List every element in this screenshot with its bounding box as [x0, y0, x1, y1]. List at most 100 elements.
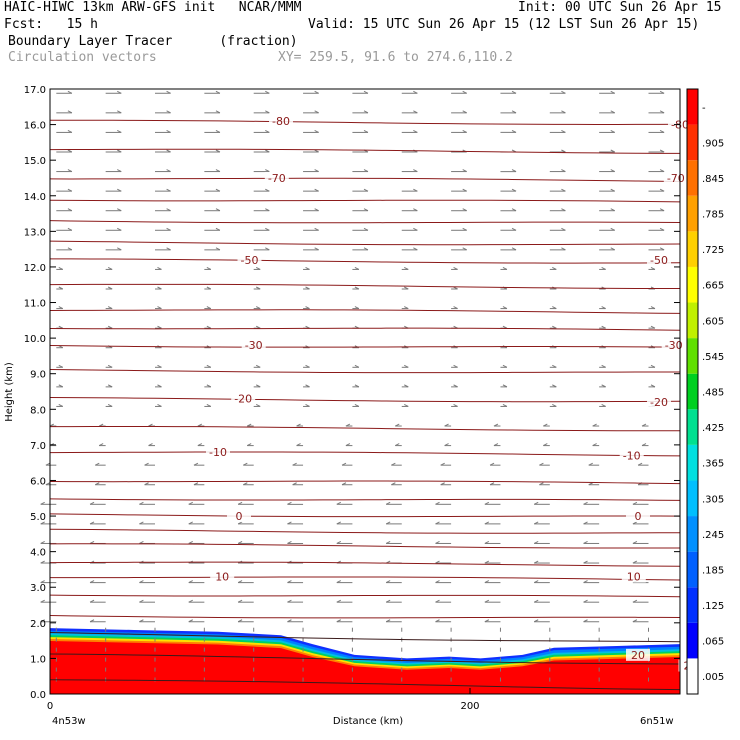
vector-head [166, 169, 171, 173]
vector-head [314, 208, 319, 212]
colorbar-swatch [687, 231, 698, 267]
vector-head [305, 325, 310, 329]
isotherm-line [49, 653, 681, 665]
vector-head [166, 110, 171, 114]
colorbar-swatch [687, 195, 698, 232]
vector-head [583, 619, 588, 623]
vector-head [610, 208, 615, 212]
colorbar-swatch [687, 338, 698, 374]
vector-head [117, 227, 122, 231]
vector-head [610, 227, 615, 231]
vector-head [314, 90, 319, 94]
vector-head [610, 169, 615, 173]
colorbar-label: .185 [702, 565, 724, 576]
colorbar-label: .605 [702, 316, 724, 327]
contour-label: -70 [268, 172, 286, 185]
vector-head [502, 403, 508, 407]
colorbar-label: .665 [702, 281, 724, 292]
y-tick-label: 13.0 [24, 227, 46, 238]
isotherm-line [49, 679, 681, 691]
vector-head [265, 90, 270, 94]
vector-head [89, 521, 95, 525]
vector-head [632, 560, 638, 564]
vector-head [413, 90, 418, 94]
vector-head [139, 619, 144, 623]
colorbar-swatch [687, 516, 698, 552]
vector-head [193, 462, 199, 466]
vector-head [632, 599, 638, 603]
vector-head [650, 364, 656, 368]
vector-head [444, 443, 449, 447]
contour-label-bg [626, 510, 650, 523]
vector-head [543, 423, 548, 427]
vector-head [305, 364, 310, 368]
contour-label-bg [231, 392, 256, 405]
vector-head [632, 619, 638, 623]
vector-head [539, 482, 544, 486]
vector-head [502, 364, 508, 368]
isotherm-contours [49, 119, 681, 691]
vector-head [237, 580, 243, 584]
y-tick-label: 1.0 [30, 654, 46, 665]
vector-head [484, 560, 490, 564]
vector-head [601, 403, 606, 407]
y-tick-label: 10.0 [24, 334, 46, 345]
vector-head [354, 306, 360, 310]
contour-label: -20 [234, 393, 252, 406]
vector-head [462, 208, 467, 212]
vector-head [453, 306, 458, 310]
vector-head [385, 599, 391, 603]
vector-head [539, 462, 544, 466]
vector-head [435, 619, 440, 623]
colorbar-label: .125 [702, 601, 724, 612]
isotherm-line [49, 528, 681, 534]
vector-head [265, 208, 270, 212]
vector-head [95, 462, 100, 466]
vector-head [305, 306, 310, 310]
vector-head [341, 462, 347, 466]
vector-head [67, 208, 73, 212]
vector-head [484, 619, 490, 623]
vector-head [601, 384, 606, 388]
vector-head [67, 227, 73, 231]
vector-head [561, 247, 566, 251]
vector-head [265, 129, 270, 133]
vector-head [385, 521, 391, 525]
model-title: HAIC-HIWC 13km ARW-GFS init NCAR/MMM [4, 0, 302, 15]
colorbar-label: .425 [702, 423, 724, 434]
vector-head [601, 364, 606, 368]
vector-head [139, 541, 144, 544]
vector-head [166, 247, 171, 251]
colorbar-frame [686, 88, 699, 695]
vector-head [67, 169, 73, 173]
vector-head [246, 443, 252, 447]
vector-head [67, 247, 73, 251]
vector-head [502, 384, 508, 388]
vector-head [292, 462, 297, 466]
vector-head [157, 306, 162, 310]
isotherm-line [49, 594, 681, 598]
vector-head [117, 110, 122, 114]
vector-head [533, 521, 539, 525]
vector-head [40, 599, 45, 603]
vector-head [385, 501, 391, 505]
vector-head [484, 521, 490, 525]
y-tick-label: 6.0 [30, 476, 46, 487]
vector-head [440, 462, 445, 466]
vector-head [453, 384, 458, 388]
vector-head [435, 501, 440, 505]
vector-head [588, 482, 593, 486]
colorbar-label: .485 [702, 388, 724, 399]
contour-label-bg [210, 570, 235, 583]
vector-head [363, 188, 369, 192]
vector-head [206, 266, 212, 270]
isotherm-line [49, 576, 681, 581]
isotherm-line [49, 615, 681, 619]
y-tick-label: 11.0 [24, 299, 46, 310]
vector-head [363, 90, 369, 94]
vector-head [413, 129, 418, 133]
contour-label-bg [663, 171, 688, 184]
vector-head [215, 208, 221, 212]
vector-head [533, 599, 539, 603]
